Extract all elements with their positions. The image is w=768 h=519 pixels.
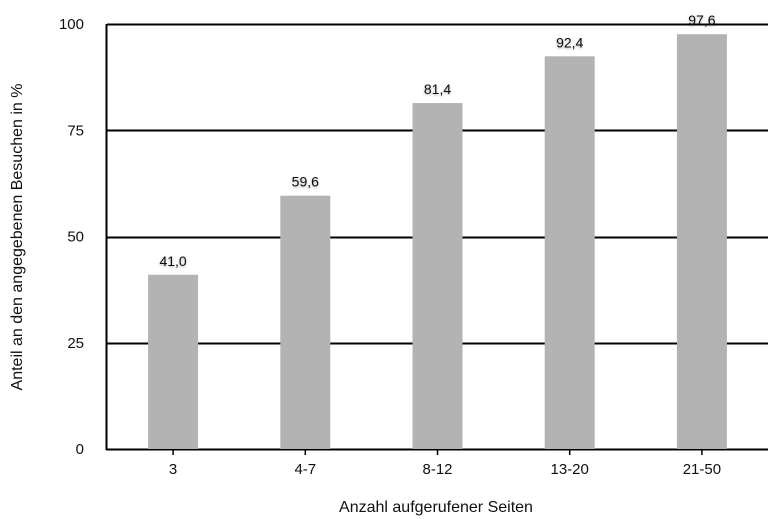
bar [676, 34, 727, 449]
data-label: 81,4 [424, 81, 451, 97]
data-label: 97,6 [688, 12, 715, 28]
y-axis-title: Anteil an den angegebenen Besuchen in % [9, 84, 26, 391]
x-axis-title: Anzahl aufgerufener Seiten [339, 499, 533, 516]
x-tick-label: 3 [169, 461, 177, 478]
y-tick-label: 75 [67, 122, 84, 139]
bars [148, 34, 727, 450]
bar [412, 103, 463, 450]
x-tick-label: 4-7 [294, 461, 316, 478]
data-label: 41,0 [159, 253, 186, 269]
data-label: 92,4 [556, 34, 583, 50]
data-label: 59,6 [292, 174, 319, 190]
y-tick-label: 100 [59, 16, 84, 33]
y-tick-label: 50 [67, 229, 84, 246]
x-axis: 3 4-7 8-12 13-20 21-50 [106, 448, 768, 478]
y-tick-label: 0 [76, 441, 84, 458]
bar [544, 56, 595, 450]
x-tick-label: 13-20 [551, 461, 589, 478]
y-tick-label: 25 [67, 335, 84, 352]
x-tick-label: 8-12 [422, 461, 452, 478]
y-axis: 0 25 50 75 100 [59, 16, 108, 458]
bar [280, 195, 331, 449]
data-labels: 41,0 59,6 81,4 92,4 97,6 [159, 12, 715, 269]
bar [148, 274, 199, 449]
x-tick-label: 21-50 [683, 461, 721, 478]
